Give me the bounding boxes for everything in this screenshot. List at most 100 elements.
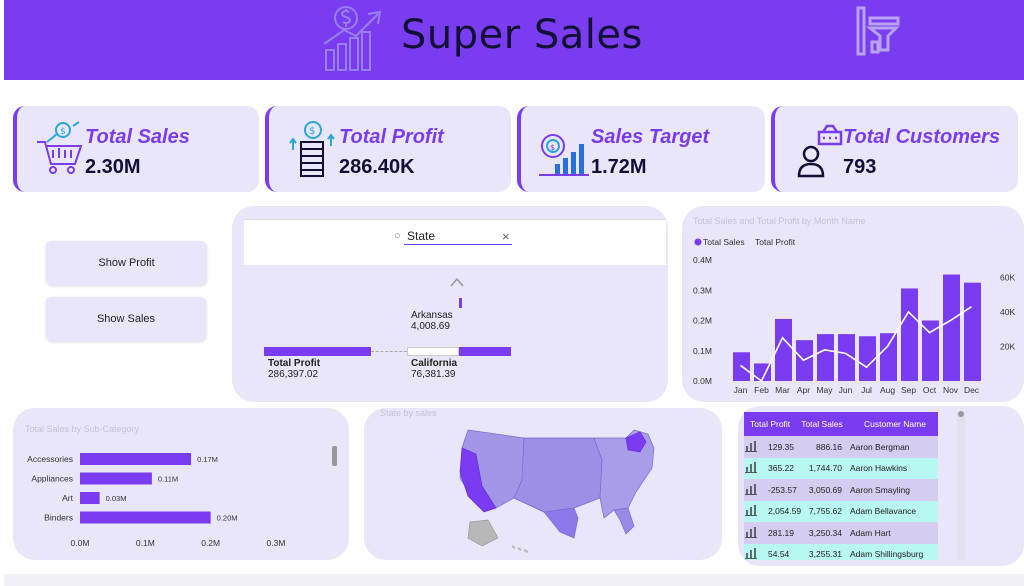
x-tick-label: 0.2M xyxy=(201,538,220,548)
customer-name-cell: Adam Shillingsburg xyxy=(850,549,924,560)
table-row[interactable]: 129.35 886.16 Aaron Bergman xyxy=(744,436,938,458)
bottom-strip xyxy=(4,574,1024,586)
profit-cell: -253.57 xyxy=(768,484,797,495)
x-tick-label: 0.3M xyxy=(267,538,286,548)
bar[interactable] xyxy=(80,511,211,524)
column-header-sales[interactable]: Total Sales xyxy=(801,419,843,429)
bar[interactable] xyxy=(775,318,792,381)
scroll-handle[interactable] xyxy=(958,411,964,417)
kpi-value: 793 xyxy=(843,156,877,178)
kpi-label: Total Sales xyxy=(85,126,190,148)
sales-cell: 886.16 xyxy=(816,441,842,452)
shopping-cart-icon: $ xyxy=(37,121,83,174)
subcategory-chart-panel xyxy=(13,408,349,560)
x-tick-label: May xyxy=(816,385,833,395)
table-row[interactable]: 2,054.59 7,755.62 Adam Bellavance xyxy=(744,500,938,522)
profit-line xyxy=(740,306,972,383)
legend-profit: Total Profit xyxy=(755,237,796,247)
state-slicer[interactable]: ○ State × xyxy=(244,219,666,265)
table-scrollbar[interactable] xyxy=(957,412,965,560)
bar-chart-icon xyxy=(744,440,766,454)
state-shape-alaska xyxy=(467,519,499,547)
bar[interactable] xyxy=(922,320,939,382)
bar[interactable] xyxy=(964,282,981,381)
slicer-underline xyxy=(404,244,512,245)
table-header: Total Profit Total Sales Customer Name xyxy=(744,412,938,436)
kpi-label: Total Profit xyxy=(339,126,444,148)
show-sales-button[interactable]: Show Sales xyxy=(46,297,206,341)
profit-cell: 2,054.59 xyxy=(768,506,802,517)
column-header-profit[interactable]: Total Profit xyxy=(750,419,791,429)
us-sales-map[interactable] xyxy=(364,408,722,560)
bar-chart-icon xyxy=(744,547,766,560)
x-tick-label: Jan xyxy=(734,385,748,395)
category-label: Binders xyxy=(44,513,73,523)
y2-tick-label: 40K xyxy=(1000,307,1015,317)
bar[interactable] xyxy=(901,288,918,381)
page-title: Super Sales xyxy=(401,12,643,58)
filter-panel-icon[interactable] xyxy=(850,4,906,58)
x-tick-label: Jul xyxy=(861,385,872,395)
bar-chart-icon xyxy=(744,504,766,518)
coin-stack-icon: $ xyxy=(289,121,335,177)
root-value: 286,397.02 xyxy=(268,369,319,380)
y2-tick-label: 20K xyxy=(1000,341,1015,351)
slicer-label: State xyxy=(407,229,436,243)
close-icon[interactable]: × xyxy=(502,229,510,244)
customer-name-cell: Adam Bellavance xyxy=(850,506,917,517)
column-header-name[interactable]: Customer Name xyxy=(864,419,926,429)
bar[interactable] xyxy=(859,336,876,381)
state-shape-hawaii xyxy=(511,545,529,553)
bar[interactable] xyxy=(754,363,771,381)
bar[interactable] xyxy=(943,274,960,381)
table-row[interactable]: 54.54 3,255.31 Adam Shillingsburg xyxy=(744,543,938,560)
bar-chart-icon xyxy=(744,461,766,475)
svg-text:$: $ xyxy=(550,143,555,152)
svg-text:$: $ xyxy=(309,126,315,137)
sales-growth-icon xyxy=(323,6,382,71)
profit-cell: 365.22 xyxy=(768,463,794,474)
data-label: 0.03M xyxy=(106,494,127,503)
chevron-up-icon[interactable] xyxy=(449,276,465,288)
arkansas-bar[interactable] xyxy=(459,298,462,308)
x-tick-label: Nov xyxy=(943,385,959,395)
state-shape-central xyxy=(513,437,603,513)
sales-cell: 3,255.31 xyxy=(808,549,842,560)
bar-chart-icon xyxy=(744,526,766,540)
lightbulb-icon: ○ xyxy=(394,230,401,242)
profit-cell: 54.54 xyxy=(768,549,790,560)
table-row[interactable]: 281.19 3,250.34 Adam Hart xyxy=(744,522,938,544)
header-bar: Super Sales xyxy=(4,0,1024,80)
kpi-card-total-sales: $ Total Sales 2.30M xyxy=(13,106,259,192)
bar[interactable] xyxy=(80,472,152,485)
sales-cell: 3,250.34 xyxy=(808,527,842,538)
arkansas-value: 4,008.69 xyxy=(411,321,450,332)
bar[interactable] xyxy=(880,333,897,381)
bar-chart-icon xyxy=(744,483,766,497)
bar[interactable] xyxy=(817,334,834,381)
bar[interactable] xyxy=(838,334,855,381)
sales-cell: 7,755.62 xyxy=(808,506,842,517)
bar[interactable] xyxy=(80,453,192,465)
bar[interactable] xyxy=(80,492,100,504)
data-label: 0.20M xyxy=(217,514,238,523)
x-tick-label: Oct xyxy=(923,385,937,395)
table-row[interactable]: -253.57 3,050.69 Aaron Smayling xyxy=(744,479,938,501)
map-title: State by sales xyxy=(380,408,437,418)
kpi-label: Sales Target xyxy=(591,126,710,148)
table-row[interactable]: 365.22 1,744.70 Aaron Hawkins xyxy=(744,457,938,479)
root-label: Total Profit xyxy=(268,358,321,369)
x-tick-label: Apr xyxy=(797,385,810,395)
california-bar-outline[interactable] xyxy=(407,347,459,356)
data-label: 0.17M xyxy=(197,455,218,464)
y-tick-label: 0.0M xyxy=(693,376,712,386)
x-tick-label: Mar xyxy=(775,385,790,395)
chart-title: Total Sales by Sub-Category xyxy=(25,424,140,434)
california-bar[interactable] xyxy=(459,347,511,356)
show-profit-button[interactable]: Show Profit xyxy=(46,241,207,285)
root-bar[interactable] xyxy=(264,347,371,356)
kpi-value: 286.40K xyxy=(339,156,415,178)
state-shape-new-york xyxy=(625,431,647,453)
legend-sales-marker xyxy=(694,238,702,246)
